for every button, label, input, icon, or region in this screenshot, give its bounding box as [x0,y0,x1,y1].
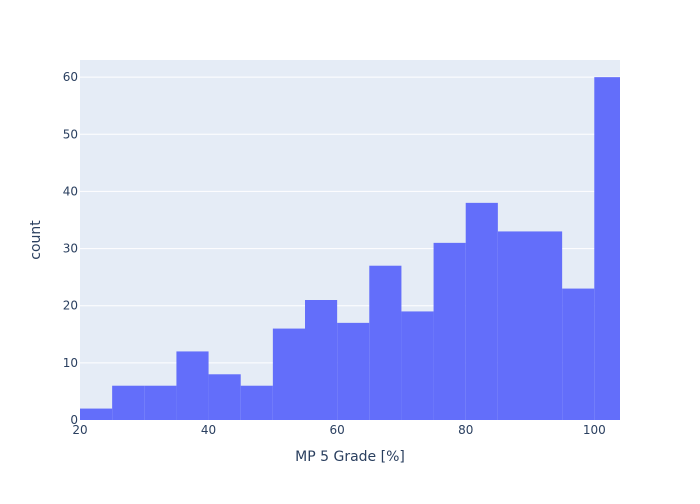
y-axis-title: count [28,220,44,260]
y-tick-labels: 0 10 20 30 40 50 60 [63,70,78,427]
histogram-bar [208,374,241,420]
histogram-bar [594,77,620,421]
y-tick-label: 10 [63,356,78,370]
histogram-bar [465,202,498,420]
histogram-bar [144,385,177,420]
histogram-bar [176,351,209,420]
x-tick-label: 80 [458,423,473,437]
x-tick-label: 60 [330,423,345,437]
bars [80,77,620,421]
gridlines [80,76,620,364]
histogram-bar [562,288,595,420]
y-tick-label: 20 [63,299,78,313]
x-tick-label: 20 [72,423,87,437]
x-tick-label: 40 [201,423,216,437]
x-tick-label: 100 [583,423,606,437]
histogram-bar [497,231,530,420]
histogram-bar [401,311,434,420]
histogram-bar [112,385,145,420]
histogram-bar [240,385,273,420]
histogram-bar [530,231,563,420]
histogram-bar [337,322,370,420]
y-tick-label: 30 [63,242,78,256]
y-tick-label: 60 [63,70,78,84]
y-tick-label: 40 [63,184,78,198]
histogram-bar [272,328,305,420]
y-tick-label: 0 [70,413,78,427]
histogram-bar [433,242,466,420]
histogram-bar [369,265,402,420]
y-tick-label: 50 [63,127,78,141]
x-tick-labels: 20 40 60 80 100 [72,423,605,437]
histogram-bar [305,300,338,420]
histogram-bar [80,408,113,420]
x-axis-title: MP 5 Grade [%] [295,449,405,465]
